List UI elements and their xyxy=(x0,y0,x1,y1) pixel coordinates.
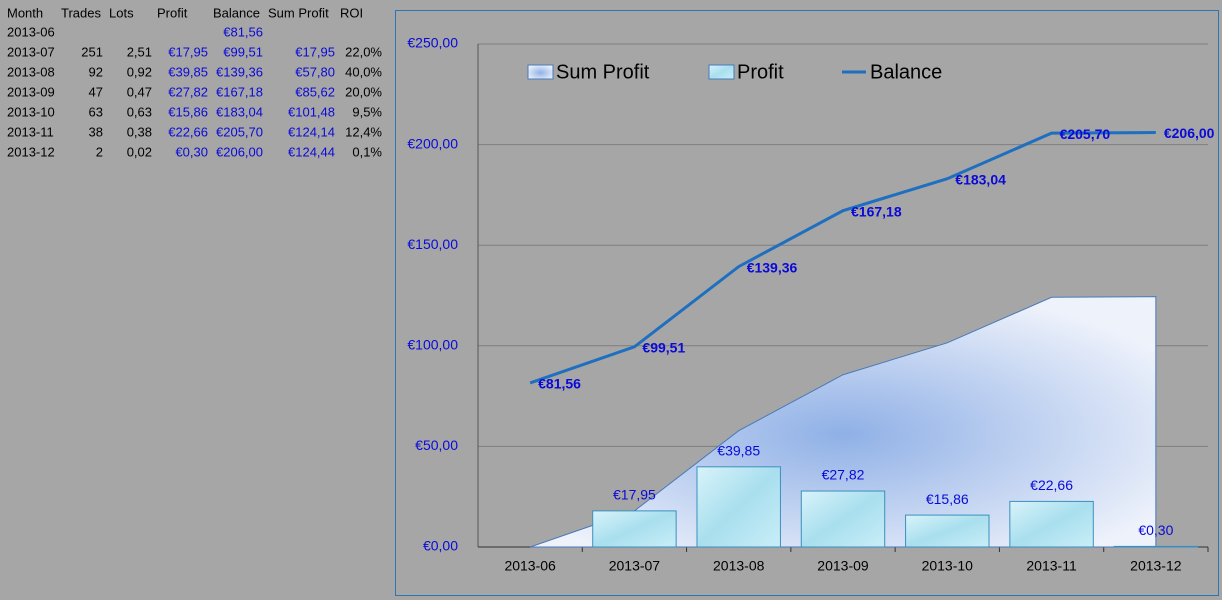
table-cell: €99,51 xyxy=(223,44,263,59)
table-cell: 0,38 xyxy=(127,124,152,139)
column-header: Trades xyxy=(61,5,101,20)
table-cell: €124,44 xyxy=(288,144,335,159)
table-cell: 38 xyxy=(89,124,103,139)
table-cell: €81,56 xyxy=(223,24,263,39)
data-label: €0,30 xyxy=(1138,522,1173,538)
table-cell: 2013-07 xyxy=(7,44,55,59)
data-label: €167,18 xyxy=(851,203,902,219)
legend-swatch xyxy=(708,64,735,80)
table-cell: €101,48 xyxy=(288,104,335,119)
bar xyxy=(696,466,781,548)
line xyxy=(529,131,1156,385)
x-tick-label: 2013-06 xyxy=(504,558,556,574)
chart: €0,00 €50,00 €100,00 €150,00 €200,00 €250,00 2… xyxy=(407,35,1214,574)
table-cell: 47 xyxy=(89,84,103,99)
table-cell: €124,14 xyxy=(288,124,335,139)
table-cell: 2013-09 xyxy=(7,84,55,99)
table-cell: 251 xyxy=(81,44,103,59)
x-tick-label: 2013-09 xyxy=(817,558,869,574)
data-label: €39,85 xyxy=(717,443,760,459)
table-cell: 2013-12 xyxy=(7,144,55,159)
y-tick-label: €50,00 xyxy=(415,437,458,453)
table-cell: €183,04 xyxy=(216,104,263,119)
table-cell: 22,0% xyxy=(345,44,382,59)
table-cell: €206,00 xyxy=(216,144,263,159)
table-cell: 9,5% xyxy=(352,104,382,119)
column-header: ROI xyxy=(340,5,363,20)
table-cell: €22,66 xyxy=(168,124,208,139)
table-cell: 2,51 xyxy=(127,44,152,59)
data-label: €15,86 xyxy=(926,491,969,507)
table-cell: €139,36 xyxy=(216,64,263,79)
bar xyxy=(1009,500,1094,548)
y-tick-label: €250,00 xyxy=(407,35,458,51)
table-cell: 2013-08 xyxy=(7,64,55,79)
x-tick-label: 2013-11 xyxy=(1026,558,1077,574)
y-tick-label: €0,00 xyxy=(423,538,458,554)
column-header: Profit xyxy=(157,5,188,20)
bar xyxy=(592,510,677,548)
x-tick-label: 2013-08 xyxy=(713,558,765,574)
table-cell: 63 xyxy=(89,104,103,119)
area xyxy=(529,296,1157,548)
table-cell: 0,92 xyxy=(127,64,152,79)
legend-label: Sum Profit xyxy=(556,61,650,83)
table-cell: 0,02 xyxy=(127,144,152,159)
column-header: Lots xyxy=(109,5,134,20)
table-cell: €57,80 xyxy=(295,64,335,79)
column-header: Sum Profit xyxy=(268,5,329,20)
y-tick-label: €150,00 xyxy=(407,236,458,252)
data-label: €99,51 xyxy=(642,339,685,355)
table-cell: 0,47 xyxy=(127,84,152,99)
table-cell: €27,82 xyxy=(168,84,208,99)
data-label: €22,66 xyxy=(1030,477,1073,493)
bar xyxy=(1113,545,1199,548)
table-cell: 0,1% xyxy=(352,144,382,159)
table-cell: 92 xyxy=(89,64,103,79)
table-cell: 0,63 xyxy=(127,104,152,119)
table-cell: €17,95 xyxy=(168,44,208,59)
column-header: Balance xyxy=(213,5,260,20)
table-cell: €39,85 xyxy=(168,64,208,79)
y-tick-label: €200,00 xyxy=(407,135,458,151)
table-cell: 2013-10 xyxy=(7,104,55,119)
bar xyxy=(905,514,990,548)
legend-label: Profit xyxy=(737,61,784,83)
table-cell: €205,70 xyxy=(216,124,263,139)
table-cell: €17,95 xyxy=(295,44,335,59)
table-cell: €85,62 xyxy=(295,84,335,99)
table-cell: 12,4% xyxy=(345,124,382,139)
x-tick-label: 2013-12 xyxy=(1130,558,1182,574)
column-header: Month xyxy=(7,5,43,20)
data-label: €81,56 xyxy=(538,376,581,392)
data-label: €17,95 xyxy=(613,487,656,503)
data-label: €27,82 xyxy=(822,467,865,483)
table-cell: €15,86 xyxy=(168,104,208,119)
data-label: €205,70 xyxy=(1060,126,1111,142)
table-cell: €0,30 xyxy=(175,144,208,159)
data-label: €139,36 xyxy=(747,259,798,275)
legend-swatch xyxy=(527,64,554,80)
table-cell: 2013-06 xyxy=(7,24,55,39)
table: Month Trades Lots Profit Balance Sum Profit RO… xyxy=(7,5,382,159)
table-cell: 2013-11 xyxy=(7,124,54,139)
table-cell: 2 xyxy=(96,144,103,159)
data-label: €206,00 xyxy=(1164,125,1215,141)
x-tick-label: 2013-07 xyxy=(609,558,661,574)
y-tick-label: €100,00 xyxy=(407,337,458,353)
table-cell: 40,0% xyxy=(345,64,382,79)
table-cell: €167,18 xyxy=(216,84,263,99)
bar xyxy=(800,490,886,548)
table-cell: 20,0% xyxy=(345,84,382,99)
x-tick-label: 2013-10 xyxy=(922,558,974,574)
data-label: €183,04 xyxy=(955,171,1006,187)
legend-label: Balance xyxy=(870,61,942,83)
